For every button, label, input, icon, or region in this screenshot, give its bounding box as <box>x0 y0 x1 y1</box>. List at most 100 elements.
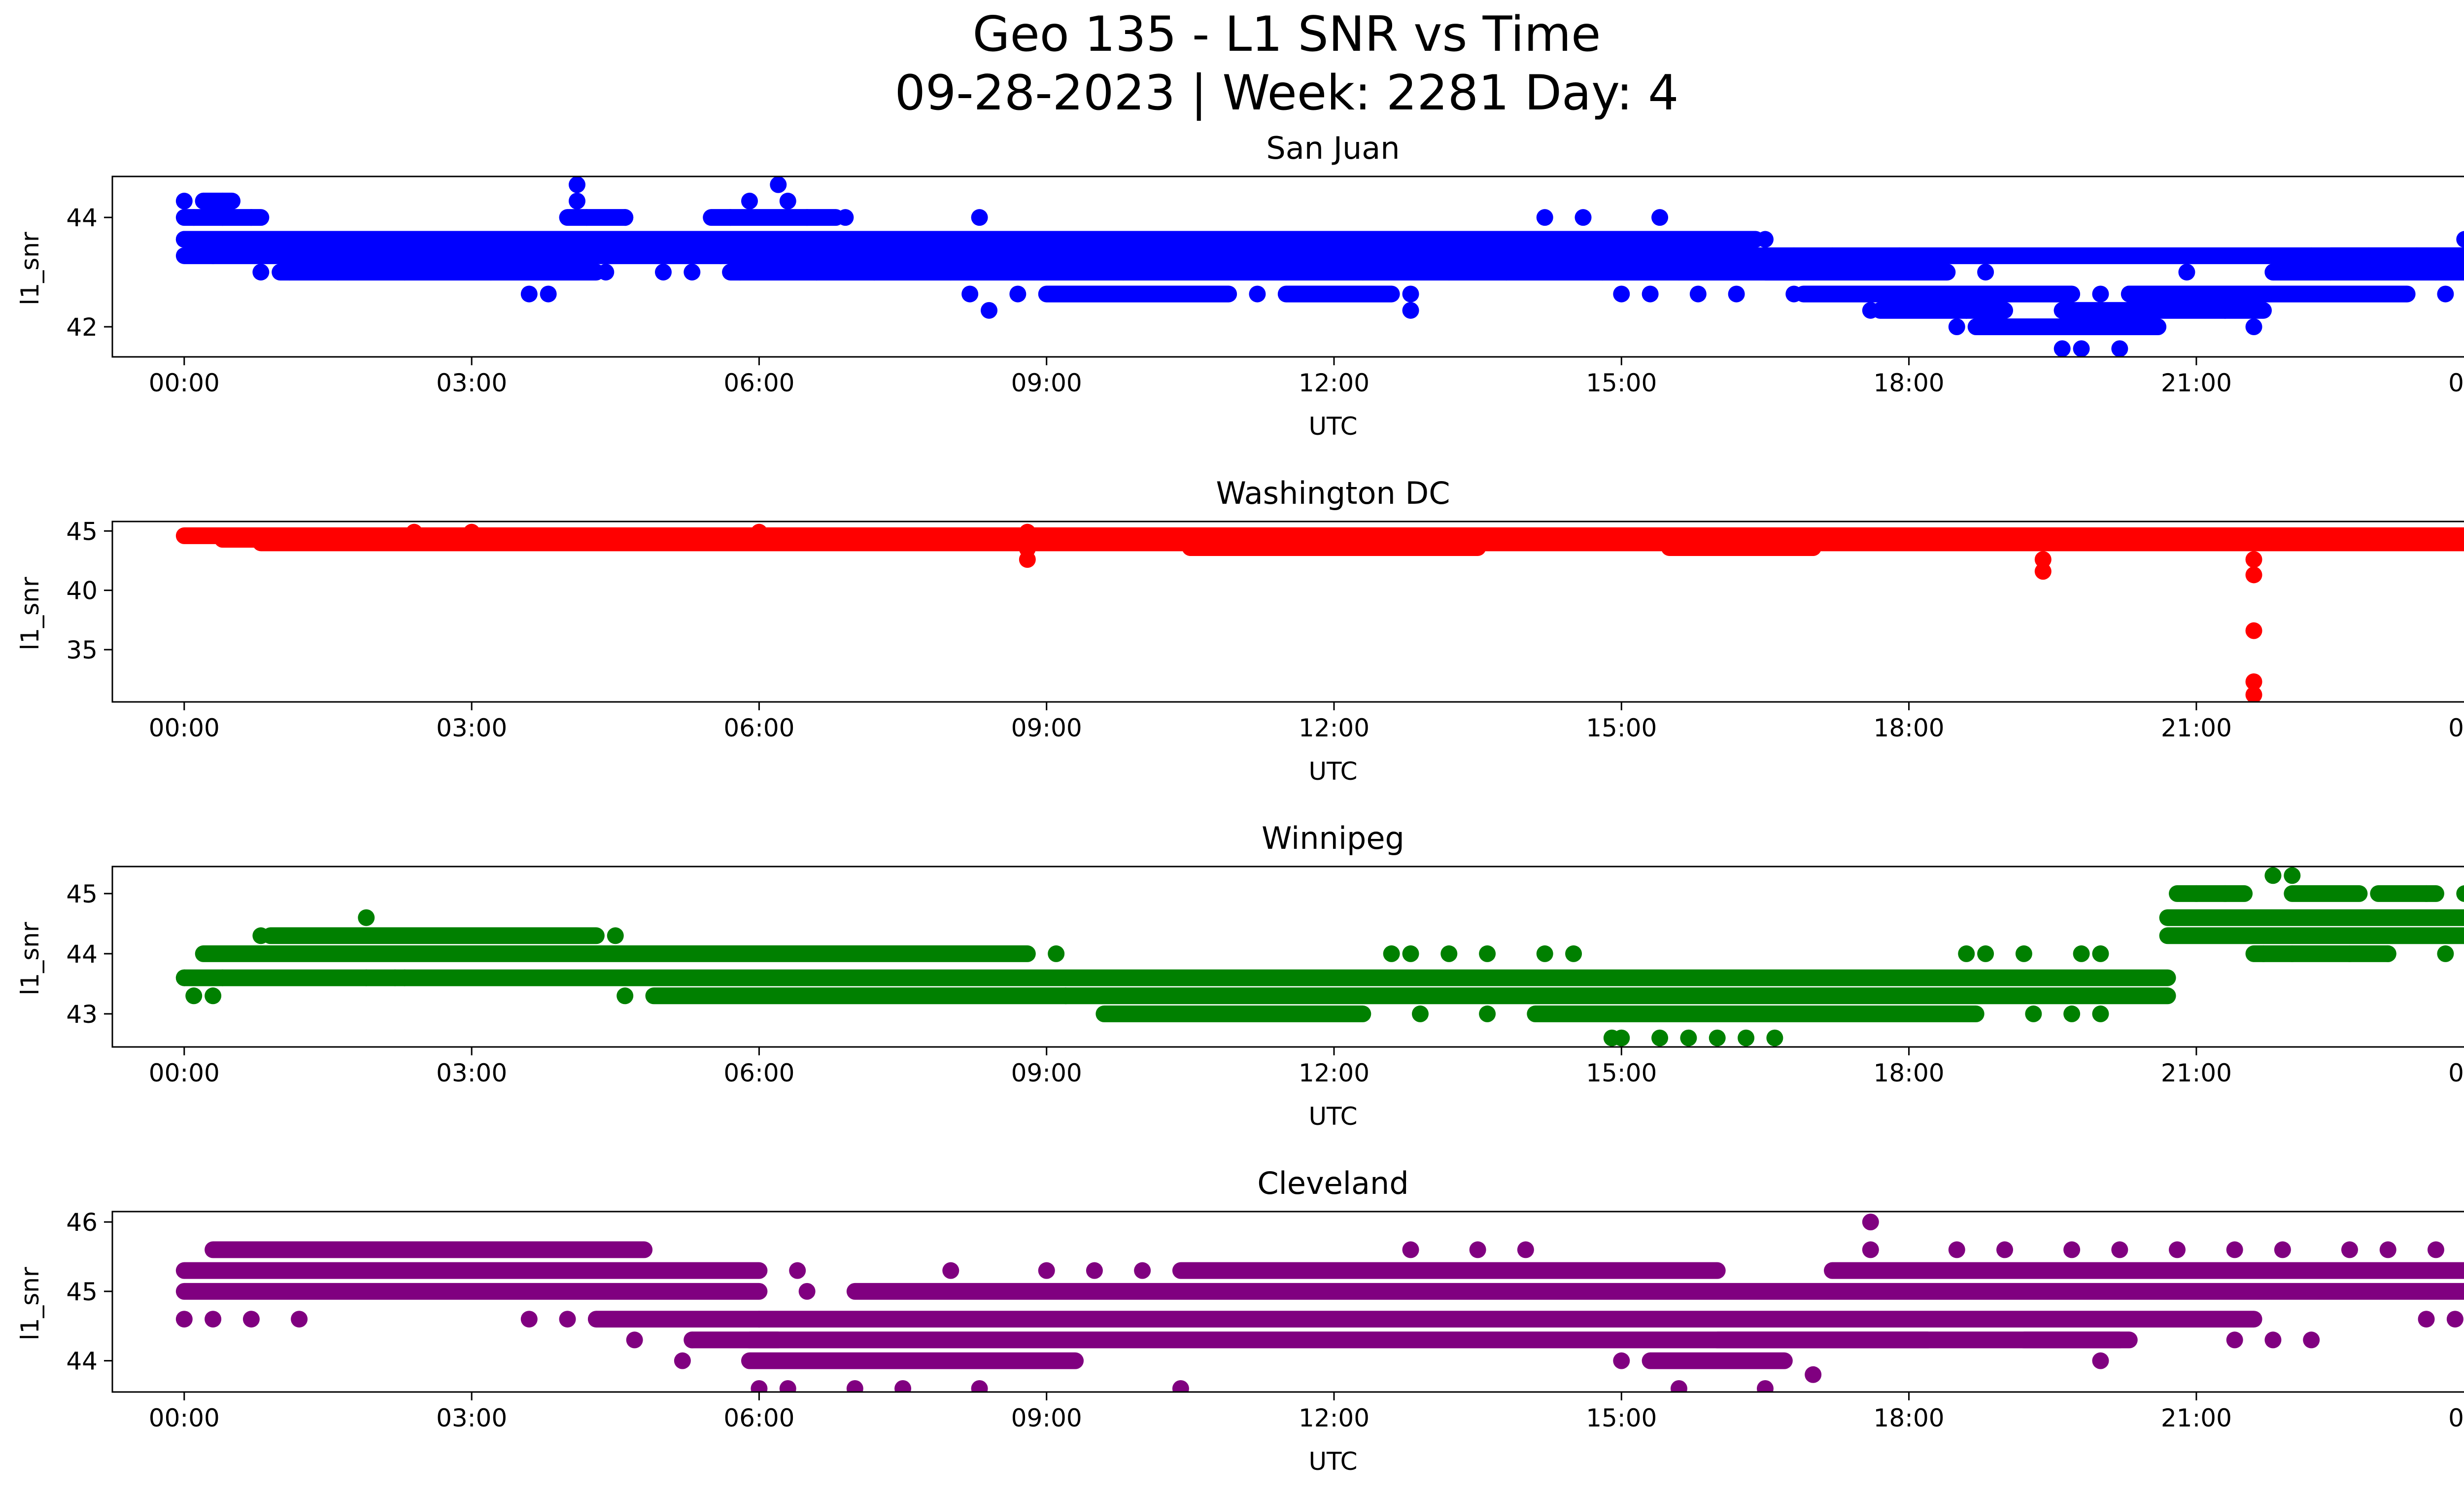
data-point <box>731 264 749 281</box>
data-point <box>1594 264 1611 281</box>
data-point <box>779 192 796 209</box>
data-point <box>674 1352 691 1369</box>
x-tick-label: 18:00 <box>1874 1059 1945 1087</box>
x-axis-label: UTC <box>1308 1102 1357 1131</box>
data-point <box>348 247 365 264</box>
data-point <box>798 209 816 226</box>
data-point <box>1411 1005 1429 1022</box>
y-axis-label: l1_snr <box>16 577 44 650</box>
data-point <box>224 231 241 248</box>
x-tick-label: 09:00 <box>1011 1404 1082 1432</box>
data-point <box>1709 1029 1726 1046</box>
data-point <box>2226 1331 2243 1349</box>
y-tick-label: 44 <box>66 204 98 232</box>
x-tick-label: 18:00 <box>1874 714 1945 742</box>
x-tick-label: 09:00 <box>1011 369 1082 397</box>
data-point <box>2274 1241 2291 1258</box>
data-point <box>2437 285 2454 303</box>
data-point <box>444 231 461 248</box>
data-point <box>654 264 672 281</box>
data-point <box>789 1262 806 1279</box>
data-point <box>2360 247 2377 264</box>
data-point <box>175 969 193 986</box>
data-point <box>1230 539 1247 556</box>
data-point <box>185 209 203 226</box>
data-point <box>1086 247 1103 264</box>
data-point <box>1670 539 1687 556</box>
data-point <box>1440 264 1458 281</box>
data-point <box>961 285 979 303</box>
data-point <box>2341 945 2358 962</box>
data-point <box>2034 551 2052 568</box>
x-tick-label: 21:00 <box>2161 714 2232 742</box>
data-point <box>808 264 825 281</box>
data-point <box>2303 1331 2320 1349</box>
data-point <box>1048 945 1065 962</box>
data-point <box>1651 209 1669 226</box>
data-point <box>607 927 624 944</box>
data-point <box>779 1380 796 1392</box>
data-point <box>329 264 346 281</box>
data-point <box>636 231 653 248</box>
x-tick-label: 03:00 <box>436 369 507 397</box>
data-point <box>175 1311 193 1328</box>
data-point <box>1805 264 1822 281</box>
data-point <box>1402 302 1419 319</box>
data-point <box>1210 285 1228 303</box>
data-point <box>2418 1311 2435 1328</box>
data-point <box>205 247 222 264</box>
data-point <box>597 264 615 281</box>
data-point <box>214 969 231 986</box>
data-point <box>2437 945 2454 962</box>
panel-washington-dc: Washington DC l1_snr UTC 00:00 03:00 06:00… <box>16 475 2464 786</box>
y-tick-label: 35 <box>66 636 98 664</box>
x-tick-label: 00:00 <box>2448 1404 2464 1432</box>
data-point <box>2053 340 2071 357</box>
data-point <box>1421 231 1438 248</box>
data-point <box>1440 945 1458 962</box>
x-tick-label: 06:00 <box>723 1059 794 1087</box>
data-point <box>1498 264 1515 281</box>
y-tick-label: 45 <box>66 517 98 546</box>
y-tick-label: 40 <box>66 577 98 605</box>
data-point <box>1862 1214 1879 1231</box>
data-point <box>2245 673 2262 691</box>
x-tick-label: 12:00 <box>1299 1059 1369 1087</box>
data-point <box>1038 1262 1055 1279</box>
data-point <box>2264 867 2282 884</box>
data-point <box>1479 1005 1496 1022</box>
data-point <box>1402 1241 1419 1258</box>
data-point <box>1009 285 1027 303</box>
x-tick-label: 18:00 <box>1874 1404 1945 1432</box>
data-point <box>2255 945 2272 962</box>
y-tick-label: 43 <box>66 1000 98 1029</box>
data-point <box>2111 340 2128 357</box>
data-point <box>1517 1241 1534 1258</box>
data-point <box>1709 231 1726 248</box>
data-point <box>1805 539 1822 556</box>
data-point <box>1756 1380 1774 1392</box>
data-point <box>770 176 787 193</box>
data-point <box>1738 247 1755 264</box>
y-tick-label: 44 <box>66 940 98 969</box>
data-point <box>2456 231 2464 248</box>
x-tick-label: 00:00 <box>2448 369 2464 397</box>
data-point <box>1756 231 1774 248</box>
data-point <box>1249 285 1266 303</box>
data-point <box>1728 285 1745 303</box>
data-point <box>2217 885 2234 902</box>
data-point <box>1738 1029 1755 1046</box>
data-point <box>2418 885 2435 902</box>
data-point <box>2245 551 2262 568</box>
data-point <box>425 247 442 264</box>
data-point <box>798 1283 816 1300</box>
x-tick-label: 15:00 <box>1586 714 1657 742</box>
data-point <box>741 192 758 209</box>
data-point <box>1230 231 1247 248</box>
panel-title: Cleveland <box>1257 1165 1408 1201</box>
data-point <box>406 523 423 541</box>
data-point <box>616 209 634 226</box>
data-point <box>1680 1029 1697 1046</box>
x-tick-label: 12:00 <box>1299 1404 1369 1432</box>
